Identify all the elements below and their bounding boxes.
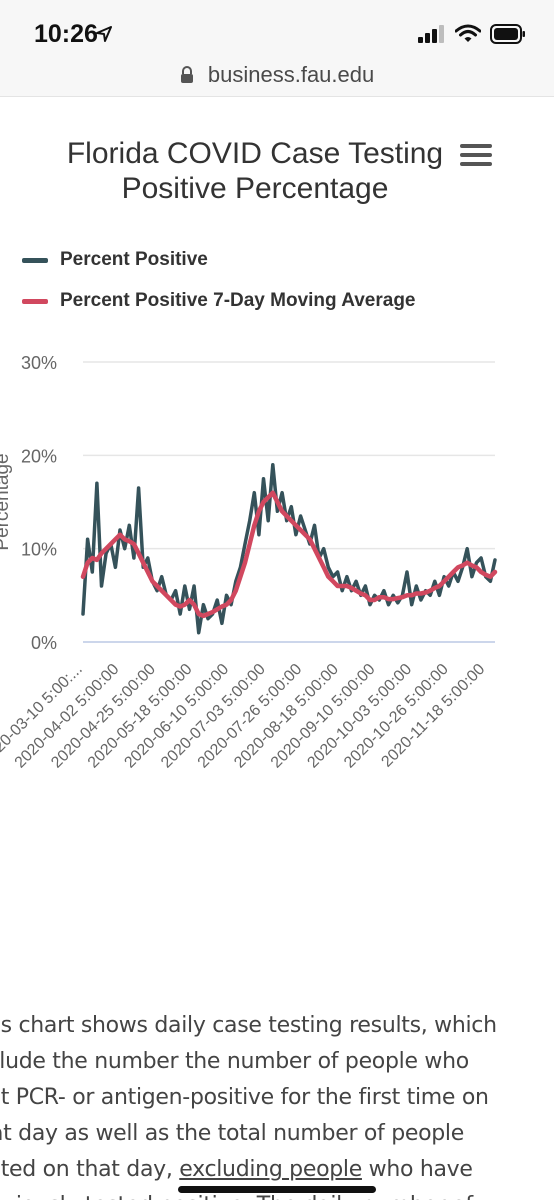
status-icons	[418, 24, 526, 44]
article-link[interactable]: excluding people	[179, 1157, 362, 1182]
status-bar: 10:26 business.fau.edu	[0, 0, 554, 97]
article-segment: who have	[361, 1157, 473, 1182]
location-arrow-icon	[96, 26, 112, 42]
legend-item-moving-average[interactable]: Percent Positive 7-Day Moving Average	[22, 290, 416, 312]
y-tick-label: 10%	[21, 540, 57, 560]
y-axis-title: Percentage	[0, 453, 13, 550]
chart-title: Florida COVID Case Testing Positive Perc…	[40, 136, 470, 206]
status-time: 10:26	[34, 20, 98, 48]
home-indicator	[178, 1186, 376, 1193]
chart-title-line: Florida COVID Case Testing	[66, 137, 444, 170]
article-line: include the number the number of people …	[0, 1049, 469, 1074]
legend-swatch	[22, 298, 48, 304]
series-line-moving-average	[80, 490, 498, 619]
y-tick-label: 30%	[21, 353, 57, 373]
legend-label: Percent Positive	[60, 249, 208, 270]
article-line: that day as well as the total number of …	[0, 1121, 464, 1146]
y-tick-label: 0%	[31, 633, 57, 653]
legend-label: Percent Positive 7-Day Moving Average	[60, 290, 416, 311]
chart-title-line: Positive Percentage	[121, 172, 389, 205]
legend-swatch	[22, 257, 48, 263]
y-tick-label: 20%	[21, 446, 57, 466]
article-line: This chart shows daily case testing resu…	[0, 1013, 497, 1038]
wifi-icon	[455, 24, 481, 42]
cellular-signal-icon	[418, 25, 444, 43]
hamburger-menu-icon[interactable]	[460, 144, 492, 172]
article-line: tested on that day, excluding people who…	[0, 1152, 522, 1188]
lock-icon	[180, 66, 193, 83]
article-line: previously tested positive. The daily nu…	[0, 1188, 522, 1200]
article-segment: tested on that day,	[0, 1157, 173, 1182]
legend-item-percent-positive[interactable]: Percent Positive	[22, 249, 208, 271]
battery-icon	[490, 24, 525, 44]
url-text: business.fau.edu	[207, 62, 375, 87]
article-line: test PCR- or antigen-positive for the fi…	[0, 1085, 489, 1110]
address-bar[interactable]: business.fau.edu	[0, 62, 554, 88]
article-body: This chart shows daily case testing resu…	[0, 1008, 554, 1200]
